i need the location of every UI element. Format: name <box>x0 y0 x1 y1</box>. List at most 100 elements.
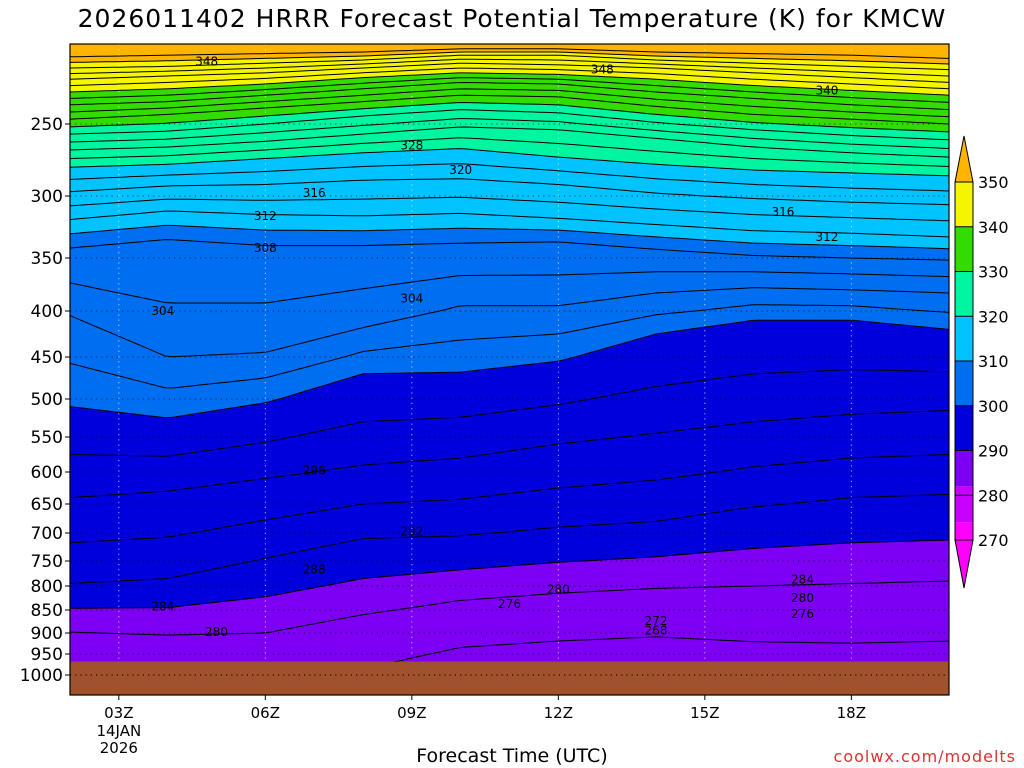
colorbar-tick-label: 350 <box>978 173 1009 192</box>
colorbar-segment <box>955 361 973 406</box>
y-tick-label: 700 <box>31 524 63 544</box>
colorbar-segment <box>955 486 973 523</box>
colorbar-segment <box>955 182 973 227</box>
isentrope-316 <box>70 178 949 206</box>
colorbar-tick-label: 280 <box>978 486 1009 505</box>
isentrope-318 <box>70 163 949 192</box>
y-tick-label: 950 <box>31 645 63 665</box>
colorbar-segment <box>955 271 973 317</box>
isentrope-294 <box>70 454 949 544</box>
plot-frame <box>69 43 950 696</box>
isentrope-306 <box>70 271 949 304</box>
contour-label: 292 <box>400 524 423 538</box>
contour-label: 312 <box>815 230 838 244</box>
credit-text: coolwx.com/modelts <box>833 747 1016 766</box>
x-tick-label: 09Z <box>397 704 426 722</box>
isentrope-322 <box>70 137 949 167</box>
ground-below-surface <box>70 661 949 695</box>
colorbar-bottom-arrow <box>954 539 974 589</box>
isentrope-298 <box>70 369 949 457</box>
contour-label: 320 <box>449 163 472 177</box>
x-date-label: 2026 <box>100 739 138 757</box>
colorbar-segment <box>955 405 973 451</box>
isentrope-312 <box>70 210 949 238</box>
isentrope-336 <box>70 81 949 111</box>
isentrope-344 <box>70 62 949 83</box>
colorbar-tick-label: 330 <box>978 263 1009 282</box>
contour-label: 284 <box>151 600 174 614</box>
isentrope-326 <box>70 118 949 149</box>
isentrope-340 <box>70 72 949 96</box>
isentrope-330 <box>70 101 949 133</box>
isentrope-342 <box>70 67 949 90</box>
colorbar-top-arrow <box>954 135 974 183</box>
contour-label: 276 <box>498 597 521 611</box>
colorbar-segment <box>955 226 973 272</box>
y-tick-label: 300 <box>31 187 63 207</box>
contour-label: 316 <box>303 186 326 200</box>
colorbar-tick-label: 340 <box>978 218 1009 237</box>
isentrope-350 <box>70 51 949 65</box>
y-tick-label: 250 <box>31 115 63 135</box>
contour-label: 280 <box>791 591 814 605</box>
contour-label: 288 <box>303 563 326 577</box>
isentrope-346 <box>70 58 949 77</box>
isentrope-324 <box>70 126 949 158</box>
contour-label: 268 <box>645 624 668 638</box>
contour-label: 340 <box>815 83 838 97</box>
contour-label: 276 <box>791 607 814 621</box>
isentrope-332 <box>70 94 949 125</box>
contour-label: 304 <box>151 304 174 318</box>
colorbar-tick-label: 270 <box>978 531 1009 550</box>
y-tick-label: 650 <box>31 495 63 515</box>
y-tick-label: 550 <box>31 428 63 448</box>
isentrope-352 <box>70 48 949 59</box>
contour-label: 348 <box>195 55 218 69</box>
x-tick-label: 03Z <box>104 704 133 722</box>
contour-label: 272 <box>645 614 668 628</box>
colorbar-tick-label: 290 <box>978 442 1009 461</box>
colorbar-tick-label: 300 <box>978 397 1009 416</box>
x-axis-label: Forecast Time (UTC) <box>416 745 608 767</box>
y-tick-label: 1000 <box>20 666 63 686</box>
y-tick-label: 500 <box>31 390 63 410</box>
isentrope-338 <box>70 77 949 103</box>
x-tick-label: 12Z <box>544 704 573 722</box>
x-tick-label: 06Z <box>251 704 280 722</box>
isentrope-348 <box>70 54 949 71</box>
contour-label: 312 <box>254 209 277 223</box>
y-tick-label: 400 <box>31 302 63 322</box>
y-tick-label: 450 <box>31 348 63 368</box>
isentrope-296 <box>70 409 949 499</box>
contour-label: 304 <box>400 291 423 305</box>
isentrope-292 <box>70 493 949 584</box>
y-tick-label: 850 <box>31 601 63 621</box>
isentrope-304 <box>70 287 949 358</box>
contour-label: 328 <box>400 139 423 153</box>
contour-label: 280 <box>547 582 570 596</box>
colorbar-segment <box>955 316 973 361</box>
isentrope-314 <box>70 196 949 222</box>
isentrope-334 <box>70 88 949 118</box>
chart-title: 2026011402 HRRR Forecast Potential Tempe… <box>77 4 947 33</box>
y-tick-label: 350 <box>31 249 63 269</box>
colorbar-tick-label: 310 <box>978 352 1009 371</box>
isentrope-300 <box>70 319 949 419</box>
contour-label: 348 <box>591 63 614 77</box>
contour-label: 308 <box>254 241 277 255</box>
y-tick-label: 800 <box>31 577 63 597</box>
contour-label: 280 <box>205 625 228 639</box>
x-tick-label: 18Z <box>837 704 866 722</box>
isentrope-328 <box>70 109 949 141</box>
y-tick-label: 900 <box>31 624 63 644</box>
y-tick-label: 600 <box>31 463 63 483</box>
isentrope-288 <box>70 580 949 636</box>
isentrope-302 <box>70 304 949 389</box>
colorbar-segment <box>955 522 973 540</box>
isentrope-320 <box>70 148 949 177</box>
colorbar-segment <box>955 450 973 487</box>
contour-label: 296 <box>303 464 326 478</box>
isentrope-310 <box>70 224 949 250</box>
colorbar-tick-label: 320 <box>978 307 1009 326</box>
